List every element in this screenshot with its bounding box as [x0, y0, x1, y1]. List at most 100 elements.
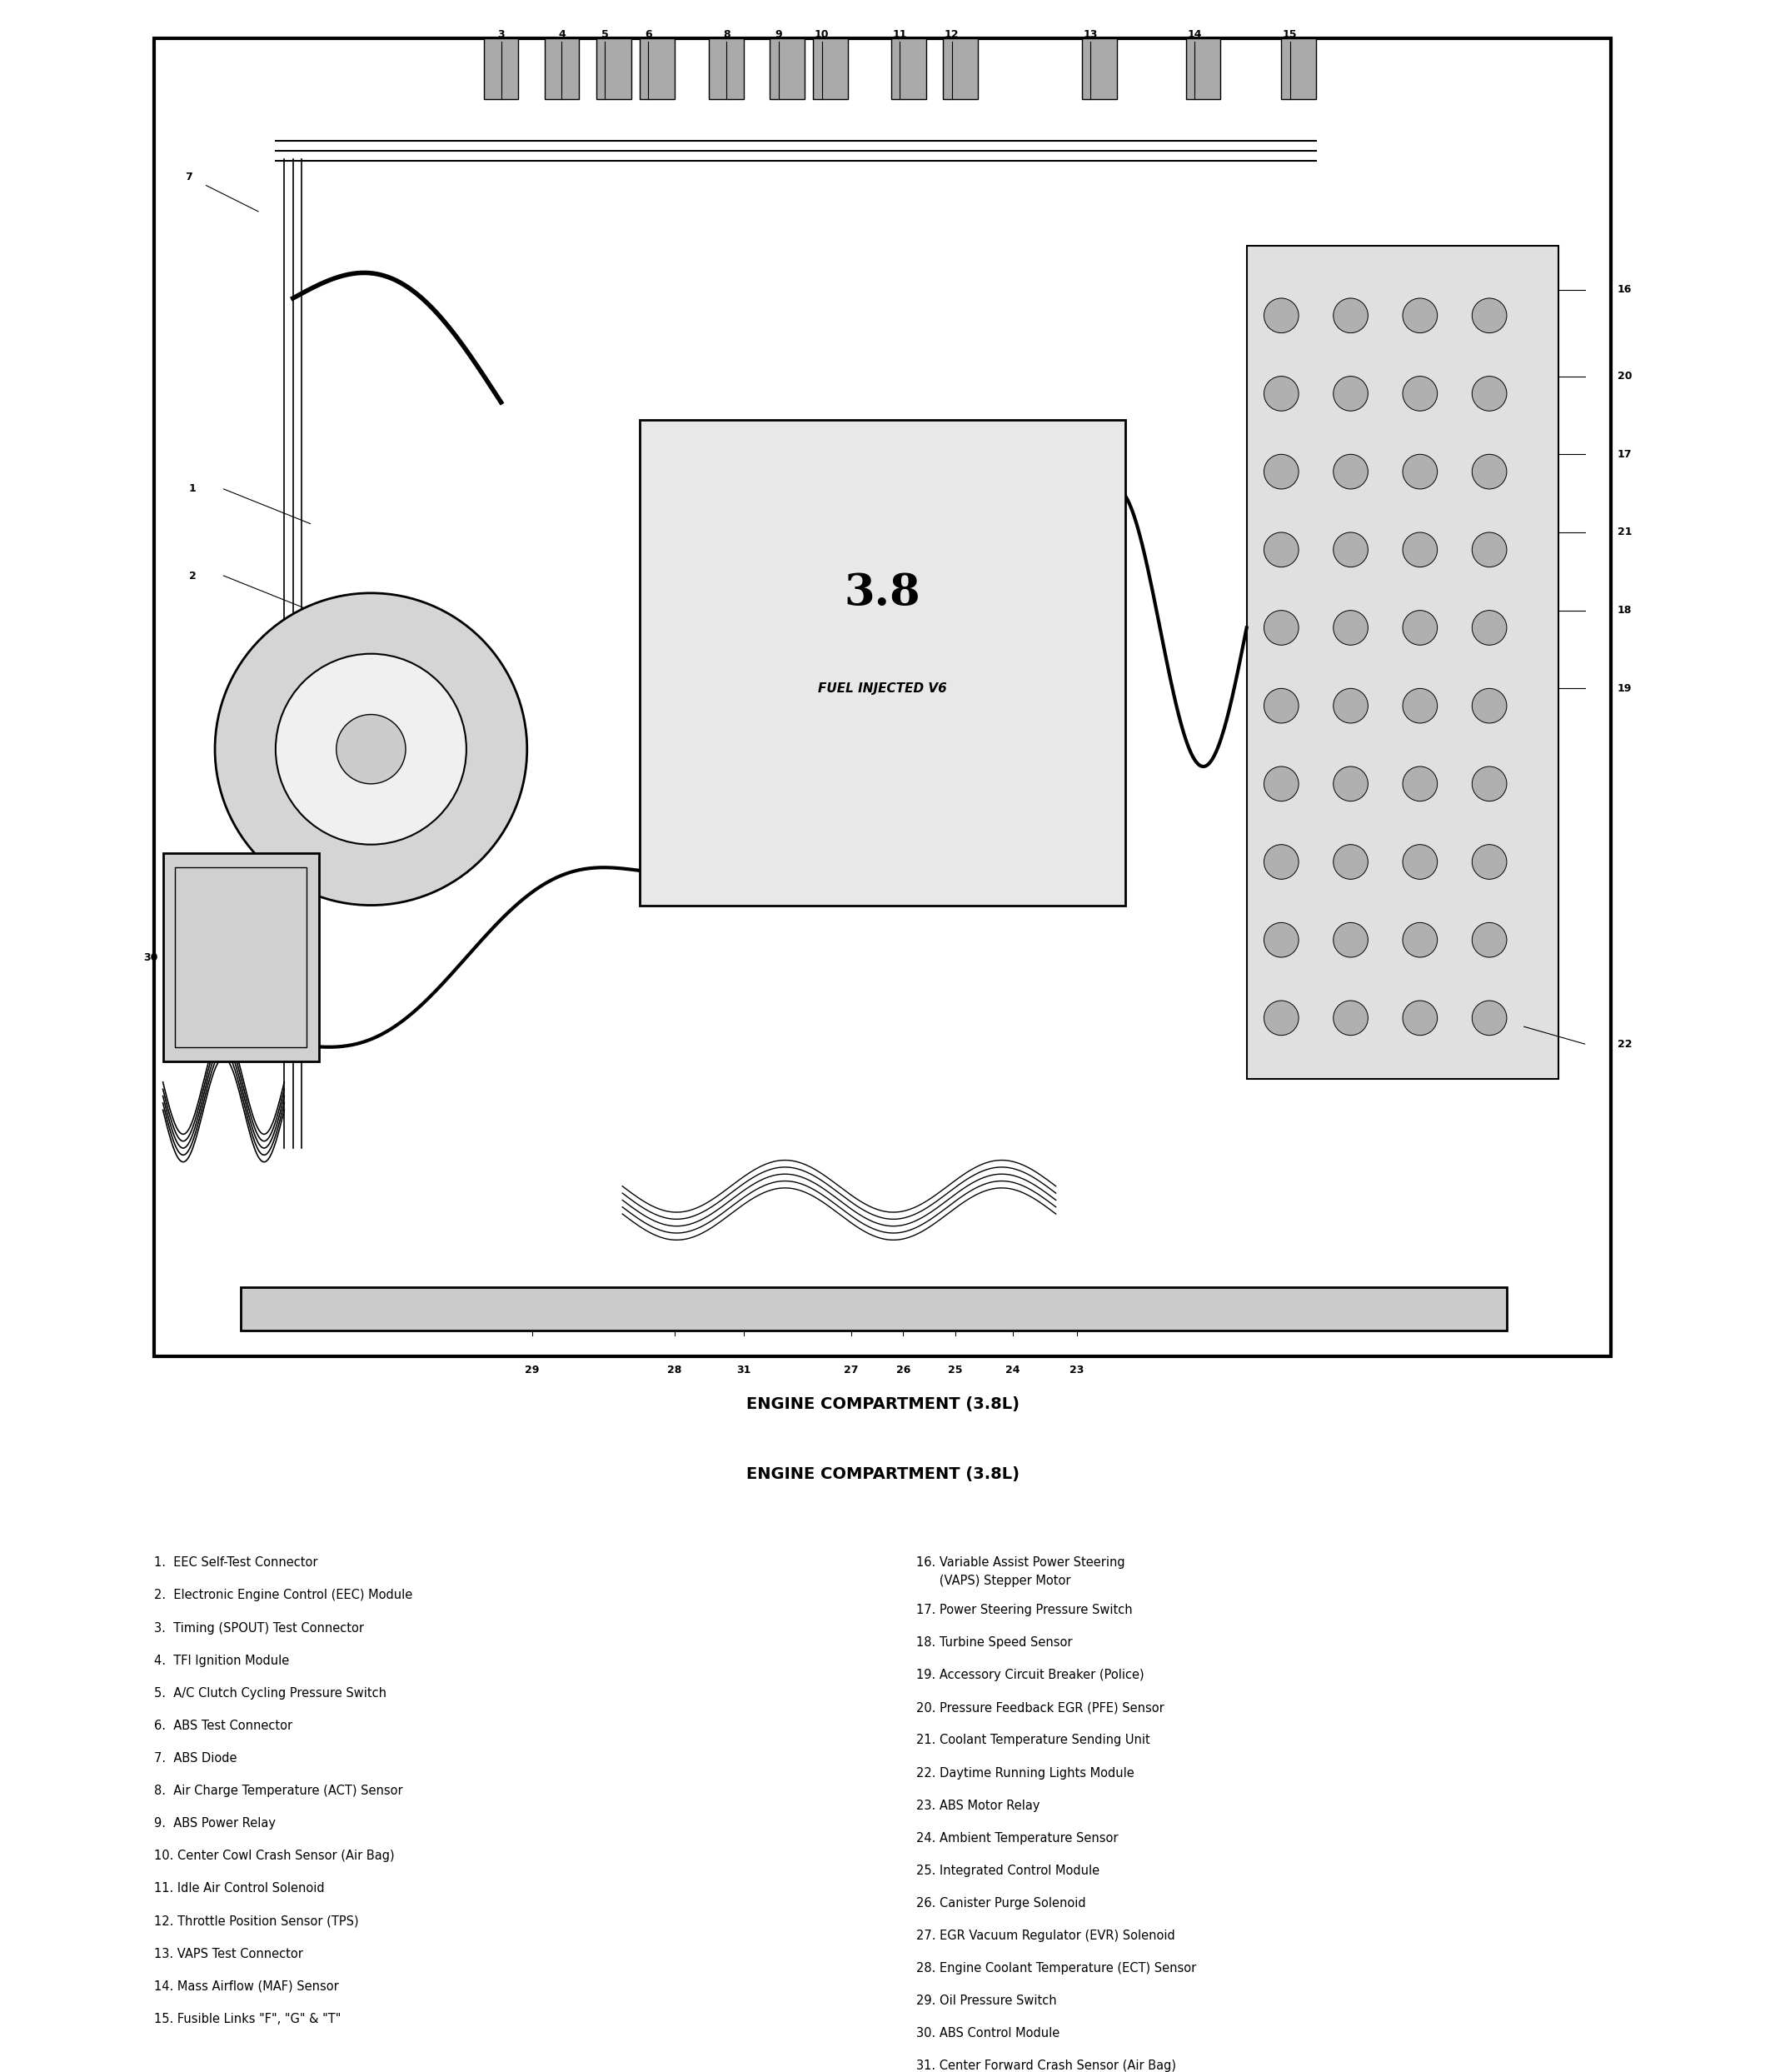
Text: 16: 16 — [1617, 284, 1633, 294]
Bar — [710, 37, 743, 99]
Text: ENGINE COMPARTMENT (3.8L): ENGINE COMPARTMENT (3.8L) — [747, 1397, 1018, 1411]
Circle shape — [1403, 767, 1437, 802]
Text: 21: 21 — [1617, 526, 1633, 539]
Text: 13: 13 — [1084, 29, 1098, 39]
Bar — [1246, 247, 1558, 1080]
Circle shape — [1403, 1001, 1437, 1036]
Circle shape — [1472, 845, 1507, 879]
Circle shape — [1333, 298, 1368, 334]
Circle shape — [215, 593, 528, 905]
Text: FUEL INJECTED V6: FUEL INJECTED V6 — [817, 682, 948, 694]
Text: 26: 26 — [897, 1365, 911, 1376]
Text: 3: 3 — [498, 29, 505, 39]
Circle shape — [1403, 688, 1437, 723]
Text: 11: 11 — [893, 29, 907, 39]
Circle shape — [1333, 922, 1368, 957]
Circle shape — [1472, 1001, 1507, 1036]
Text: 25: 25 — [948, 1365, 962, 1376]
Bar — [639, 421, 1126, 905]
Circle shape — [1264, 611, 1299, 644]
Text: 31. Center Forward Crash Sensor (Air Bag): 31. Center Forward Crash Sensor (Air Bag… — [916, 2060, 1175, 2072]
Text: 22. Daytime Running Lights Module: 22. Daytime Running Lights Module — [916, 1767, 1135, 1780]
Text: 12. Throttle Position Sensor (TPS): 12. Throttle Position Sensor (TPS) — [154, 1915, 358, 1927]
Bar — [1281, 37, 1317, 99]
Circle shape — [1472, 922, 1507, 957]
Circle shape — [1403, 298, 1437, 334]
Text: 11. Idle Air Control Solenoid: 11. Idle Air Control Solenoid — [154, 1881, 325, 1896]
Text: 14: 14 — [1188, 29, 1202, 39]
Text: 14. Mass Airflow (MAF) Sensor: 14. Mass Airflow (MAF) Sensor — [154, 1981, 339, 1993]
Text: 5.  A/C Clutch Cycling Pressure Switch: 5. A/C Clutch Cycling Pressure Switch — [154, 1687, 387, 1699]
Text: 28. Engine Coolant Temperature (ECT) Sensor: 28. Engine Coolant Temperature (ECT) Sen… — [916, 1962, 1197, 1975]
Text: 3.  Timing (SPOUT) Test Connector: 3. Timing (SPOUT) Test Connector — [154, 1622, 364, 1635]
Circle shape — [1403, 922, 1437, 957]
Circle shape — [1264, 298, 1299, 334]
Text: 4: 4 — [558, 29, 565, 39]
Text: 7: 7 — [185, 172, 192, 182]
Text: 4.  TFI Ignition Module: 4. TFI Ignition Module — [154, 1653, 289, 1666]
Circle shape — [1333, 688, 1368, 723]
Text: 6: 6 — [644, 29, 651, 39]
Text: 2: 2 — [189, 570, 196, 580]
Text: 30: 30 — [143, 951, 159, 963]
Bar — [639, 37, 674, 99]
Circle shape — [1333, 767, 1368, 802]
Circle shape — [1472, 533, 1507, 568]
Text: 20: 20 — [1617, 371, 1633, 381]
Circle shape — [1264, 845, 1299, 879]
Text: 30. ABS Control Module: 30. ABS Control Module — [916, 2026, 1059, 2039]
Text: 28: 28 — [667, 1365, 681, 1376]
Bar — [597, 37, 632, 99]
Circle shape — [1264, 1001, 1299, 1036]
Bar — [1082, 37, 1117, 99]
Circle shape — [1472, 454, 1507, 489]
Text: 3.8: 3.8 — [844, 572, 921, 613]
Text: 31: 31 — [736, 1365, 752, 1376]
Text: 2.  Electronic Engine Control (EEC) Module: 2. Electronic Engine Control (EEC) Modul… — [154, 1589, 413, 1602]
Text: 15: 15 — [1283, 29, 1297, 39]
Circle shape — [1264, 688, 1299, 723]
Text: 20. Pressure Feedback EGR (PFE) Sensor: 20. Pressure Feedback EGR (PFE) Sensor — [916, 1701, 1165, 1714]
Text: 22: 22 — [1617, 1038, 1633, 1048]
Bar — [943, 37, 978, 99]
Circle shape — [1264, 377, 1299, 410]
Bar — [242, 1287, 1507, 1330]
Text: 21. Coolant Temperature Sending Unit: 21. Coolant Temperature Sending Unit — [916, 1734, 1151, 1747]
Circle shape — [1333, 845, 1368, 879]
Text: 10. Center Cowl Crash Sensor (Air Bag): 10. Center Cowl Crash Sensor (Air Bag) — [154, 1850, 394, 1863]
Text: 9.  ABS Power Relay: 9. ABS Power Relay — [154, 1817, 275, 1830]
Text: 5: 5 — [602, 29, 609, 39]
Text: 16. Variable Assist Power Steering: 16. Variable Assist Power Steering — [916, 1556, 1124, 1569]
Text: 1.  EEC Self-Test Connector: 1. EEC Self-Test Connector — [154, 1556, 318, 1569]
Circle shape — [1333, 1001, 1368, 1036]
Circle shape — [1333, 533, 1368, 568]
Text: 18. Turbine Speed Sensor: 18. Turbine Speed Sensor — [916, 1637, 1073, 1649]
Text: 18: 18 — [1617, 605, 1633, 615]
Circle shape — [1264, 454, 1299, 489]
Text: 29. Oil Pressure Switch: 29. Oil Pressure Switch — [916, 1995, 1057, 2008]
Circle shape — [1472, 767, 1507, 802]
Circle shape — [1403, 611, 1437, 644]
Text: (VAPS) Stepper Motor: (VAPS) Stepper Motor — [916, 1575, 1071, 1587]
Circle shape — [1403, 533, 1437, 568]
Circle shape — [1403, 845, 1437, 879]
Text: 24: 24 — [1006, 1365, 1020, 1376]
Text: 15. Fusible Links "F", "G" & "T": 15. Fusible Links "F", "G" & "T" — [154, 2012, 341, 2024]
Circle shape — [1333, 377, 1368, 410]
Bar — [1186, 37, 1221, 99]
Text: 25. Integrated Control Module: 25. Integrated Control Module — [916, 1865, 1100, 1877]
Circle shape — [1264, 922, 1299, 957]
Text: 9: 9 — [775, 29, 782, 39]
Text: 7.  ABS Diode: 7. ABS Diode — [154, 1753, 237, 1765]
Circle shape — [1403, 377, 1437, 410]
Text: 27: 27 — [844, 1365, 858, 1376]
Bar — [770, 37, 805, 99]
Bar — [162, 854, 319, 1061]
Circle shape — [1333, 454, 1368, 489]
Bar — [175, 866, 307, 1048]
Text: 6.  ABS Test Connector: 6. ABS Test Connector — [154, 1720, 293, 1732]
Text: 19: 19 — [1617, 684, 1633, 694]
Text: 26. Canister Purge Solenoid: 26. Canister Purge Solenoid — [916, 1898, 1085, 1910]
Text: 17. Power Steering Pressure Switch: 17. Power Steering Pressure Switch — [916, 1604, 1133, 1616]
Text: 27. EGR Vacuum Regulator (EVR) Solenoid: 27. EGR Vacuum Regulator (EVR) Solenoid — [916, 1929, 1175, 1941]
